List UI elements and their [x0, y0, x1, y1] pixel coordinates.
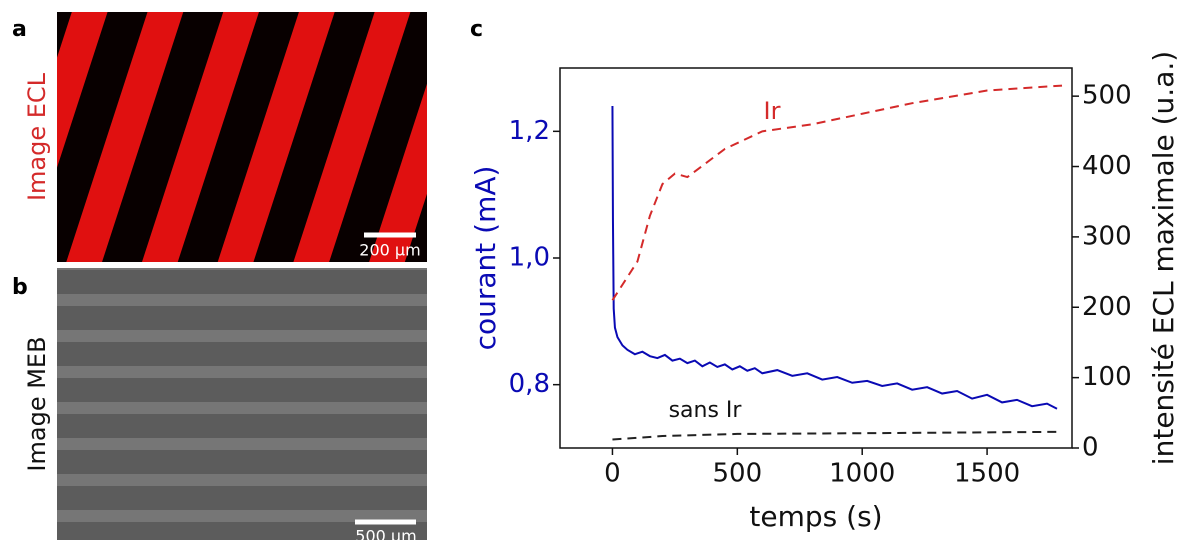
- series-line: [612, 430, 1063, 441]
- scale-bar-label: 200 µm: [359, 241, 420, 260]
- panel-label: a: [12, 17, 27, 42]
- x-axis-label: temps (s): [749, 500, 882, 533]
- y-tick-label: 0,8: [509, 369, 550, 399]
- x-tick-label: 500: [713, 459, 763, 489]
- y2-tick-label: 300: [1082, 221, 1132, 251]
- meb-image: 500 µm: [57, 268, 427, 542]
- x-tick-label: 1000: [829, 459, 895, 489]
- series-line: [611, 105, 1058, 410]
- x-tick-label: 0: [604, 459, 621, 489]
- y2-tick-label: 500: [1082, 81, 1132, 111]
- y2-tick-label: 0: [1082, 433, 1099, 463]
- y-axis-label: courant (mA): [469, 166, 502, 351]
- ecl-image: 200 µm: [57, 12, 427, 262]
- y2-tick-label: 100: [1082, 362, 1132, 392]
- series-line: [611, 84, 1063, 301]
- y-tick-label: 1,0: [509, 243, 550, 273]
- annotation: sans Ir: [669, 398, 743, 423]
- plot-frame: [559, 67, 1073, 449]
- y2-axis-label: intensité ECL maximale (u.a.): [1147, 51, 1180, 465]
- scale-bar-label: 500 µm: [355, 527, 416, 542]
- panel-label: b: [12, 275, 28, 300]
- y2-tick-label: 200: [1082, 292, 1132, 322]
- panel-title: Image MEB: [23, 336, 51, 471]
- panel-label: c: [470, 17, 483, 42]
- panel-title: Image ECL: [23, 72, 51, 201]
- x-tick-label: 1500: [954, 459, 1020, 489]
- y2-tick-label: 400: [1082, 151, 1132, 181]
- annotation: Ir: [764, 97, 781, 125]
- y-tick-label: 1,2: [509, 116, 550, 146]
